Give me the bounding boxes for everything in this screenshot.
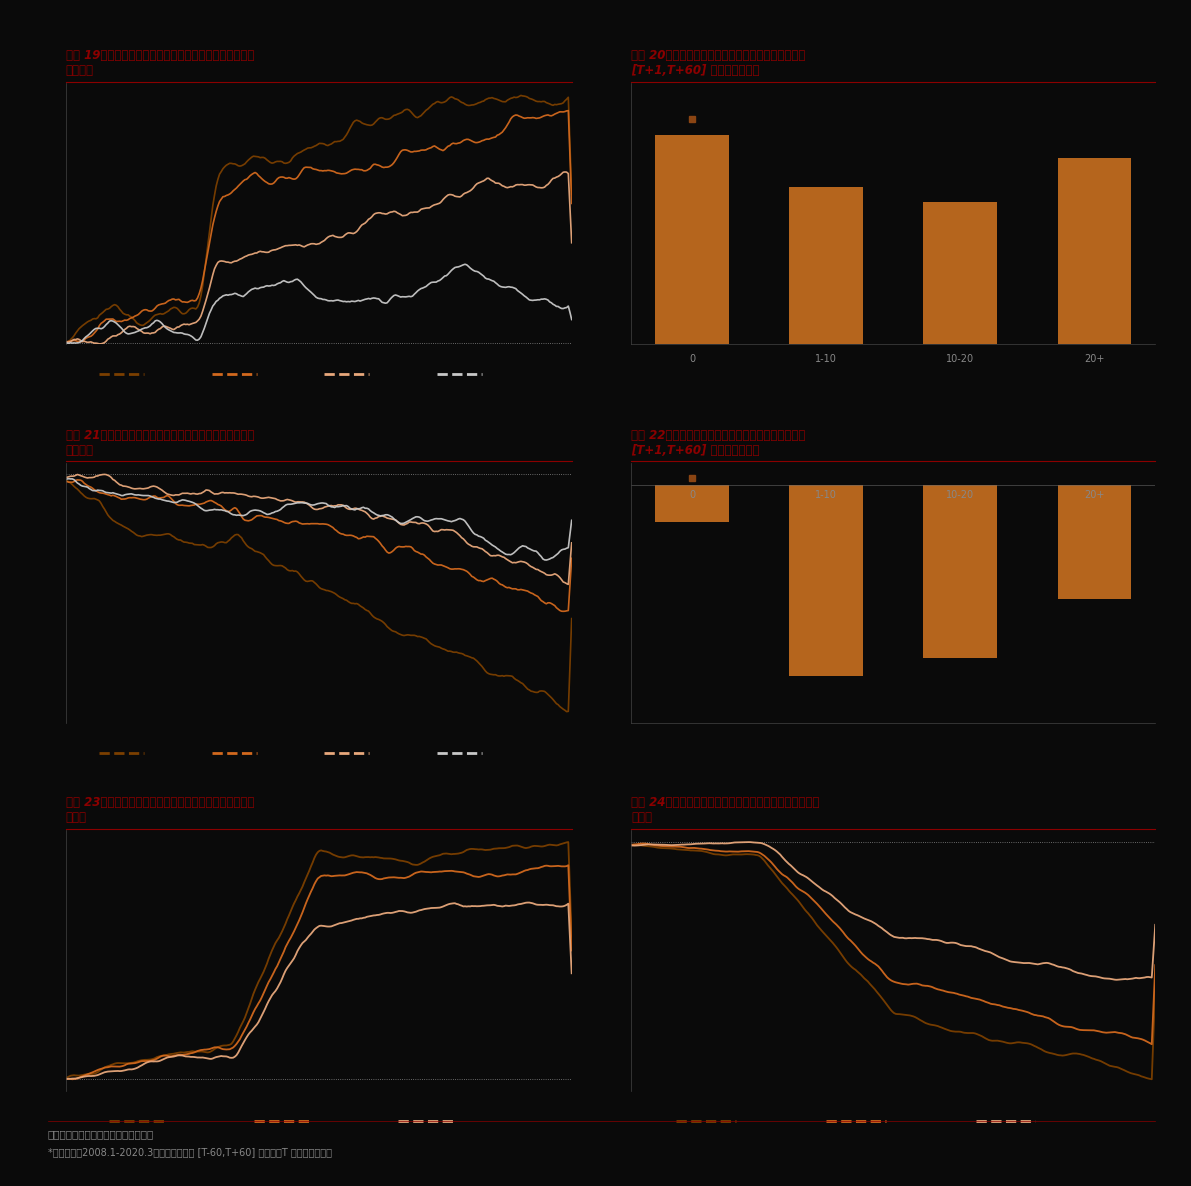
Text: 10-20: 10-20 — [947, 490, 974, 499]
Text: 20+: 20+ — [1084, 490, 1105, 499]
Text: 1-10: 1-10 — [815, 490, 837, 499]
Text: *时间区间为2008.1-2020.3，业绩窗口数为 [T-60,T+60] 交易日，T 为业绩发布当日: *时间区间为2008.1-2020.3，业绩窗口数为 [T-60,T+60] 交… — [48, 1147, 331, 1156]
Text: 图表 21：不同分析师覆盖数量的个股发布业绩坏消息累计
超额收益: 图表 21：不同分析师覆盖数量的个股发布业绩坏消息累计 超额收益 — [66, 428, 254, 457]
Text: 图表 23：不同历史业绩增长的个股发布业绩好消息累计超
额收益: 图表 23：不同历史业绩增长的个股发布业绩好消息累计超 额收益 — [66, 796, 254, 824]
Text: 资料来源：万得资讯、中金公司研究部: 资料来源：万得资讯、中金公司研究部 — [48, 1129, 154, 1139]
Text: 图表 22：不同分析师覆盖数量的个股发布业绩坏消息
[T+1,T+60] 日累计超额收益: 图表 22：不同分析师覆盖数量的个股发布业绩坏消息 [T+1,T+60] 日累计… — [631, 428, 805, 457]
Text: 0: 0 — [688, 490, 696, 499]
Text: 图表 19：不同分析师覆盖数量的个股发布业绩好消息累计
超额收益: 图表 19：不同分析师覆盖数量的个股发布业绩好消息累计 超额收益 — [66, 49, 254, 77]
Bar — [790, 187, 863, 344]
Bar — [1058, 485, 1131, 599]
Bar — [923, 485, 997, 658]
Text: 图表 24：不同历史业绩增长的个股发布业绩坏消息累计超
额收益: 图表 24：不同历史业绩增长的个股发布业绩坏消息累计超 额收益 — [631, 796, 819, 824]
Text: 图表 20：不同分析师覆盖数量的个股发布业绩好消息
[T+1,T+60] 日累计超额收益: 图表 20：不同分析师覆盖数量的个股发布业绩好消息 [T+1,T+60] 日累计… — [631, 49, 805, 77]
Bar — [923, 203, 997, 344]
Bar — [655, 485, 729, 522]
Bar — [1058, 158, 1131, 344]
Bar — [790, 485, 863, 676]
Bar — [655, 135, 729, 344]
